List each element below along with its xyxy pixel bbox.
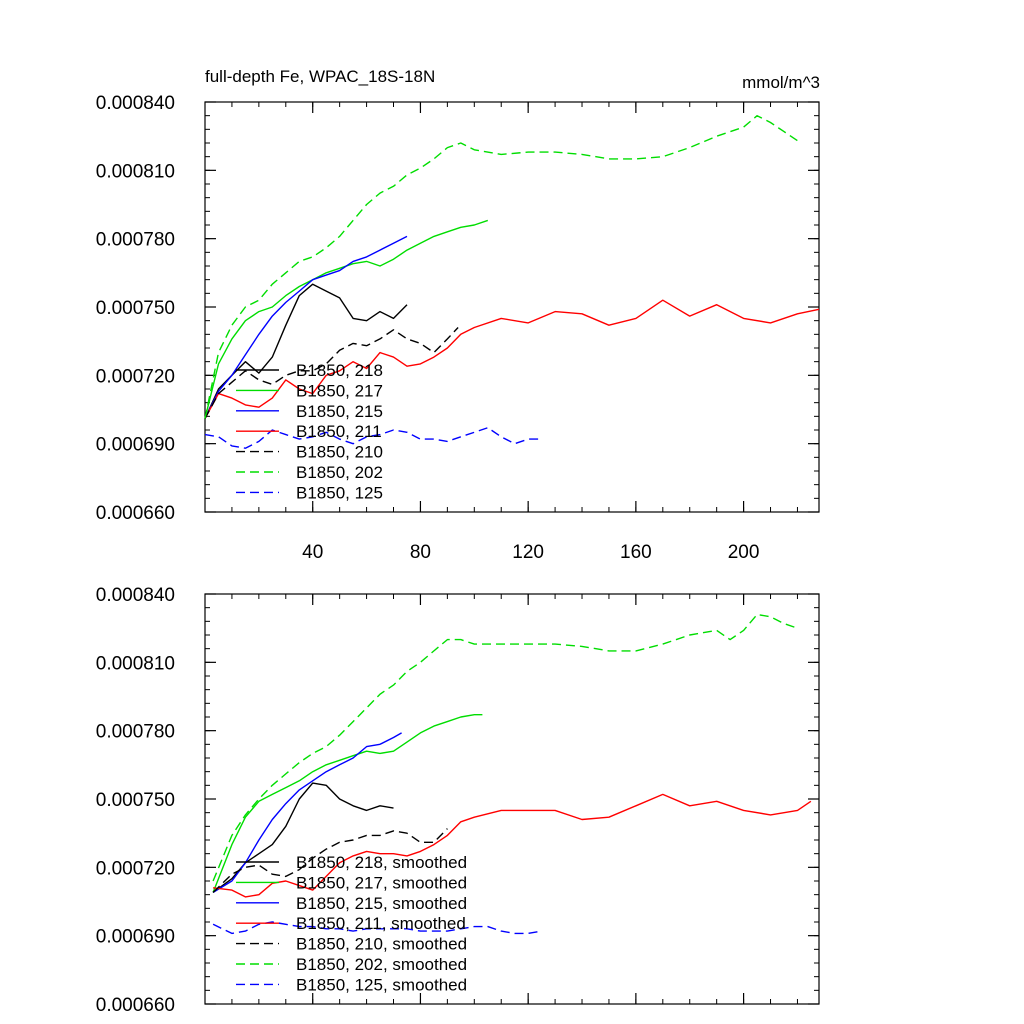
x-tick-label: 160 [620,542,652,563]
legend-label: B1850, 125, smoothed [296,975,467,994]
legend-label: B1850, 211, smoothed [296,914,466,933]
series-line-3 [204,235,408,419]
series-line-6 [212,613,798,882]
y-tick-label: 0.000690 [96,927,175,948]
legend-label: B1850, 210 [296,443,383,462]
units-label: mmol/m^3 [742,73,820,92]
series-line-3 [212,732,402,893]
legend-label: B1850, 217 [296,381,383,400]
legend-label: B1850, 211 [296,422,382,441]
legend-label: B1850, 215 [296,402,383,421]
legend-label: B1850, 202 [296,463,383,482]
x-tick-label: 80 [410,542,431,563]
series-line-1 [204,283,408,419]
series-line-7 [204,427,542,449]
chart-title: full-depth Fe, WPAC_18S-18N [205,67,435,86]
y-tick-label: 0.000750 [96,298,175,319]
series-line-5 [204,327,459,419]
y-tick-label: 0.000690 [96,435,175,456]
series-line-1 [212,782,394,893]
legend-label: B1850, 218 [296,361,383,380]
y-tick-label: 0.000780 [96,230,175,251]
y-tick-label: 0.000720 [96,366,175,387]
x-tick-label: 40 [302,542,323,563]
series-line-2 [212,714,483,893]
legend-label: B1850, 202, smoothed [296,955,467,974]
series-line-6 [204,114,798,419]
legend-label: B1850, 218, smoothed [296,853,467,872]
x-tick-label: 200 [728,542,760,563]
series-line-4 [213,793,812,898]
y-tick-label: 0.000810 [96,161,175,182]
y-tick-label: 0.000840 [96,93,175,114]
series-line-7 [212,921,542,935]
y-tick-label: 0.000750 [96,790,175,811]
y-tick-label: 0.000660 [96,503,175,524]
x-tick-label: 120 [512,542,544,563]
y-tick-label: 0.000780 [96,722,175,743]
y-tick-label: 0.000810 [96,653,175,674]
legend-label: B1850, 215, smoothed [296,894,467,913]
legend-label: B1850, 125 [296,483,383,502]
y-tick-label: 0.000720 [96,858,175,879]
legend-label: B1850, 217, smoothed [296,873,467,892]
y-tick-label: 0.000840 [96,585,175,606]
top-panel: full-depth Fe, WPAC_18S-18N mmol/m^3 0.0… [96,67,820,563]
legend-label: B1850, 210, smoothed [296,935,467,954]
bottom-panel: 0.000660 0.000690 0.000720 0.000750 0.000780… [96,585,820,1016]
series-line-5 [212,828,448,893]
series-line-4 [204,299,820,419]
y-tick-label: 0.000660 [96,995,175,1016]
